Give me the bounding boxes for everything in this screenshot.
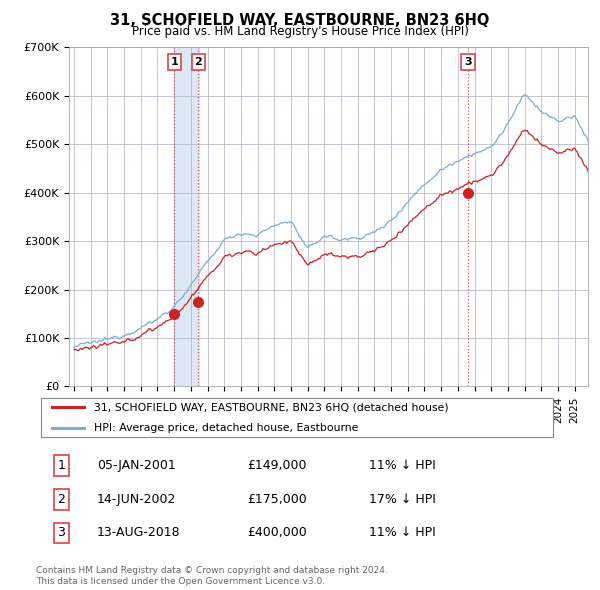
Text: £400,000: £400,000 <box>247 526 307 539</box>
Text: 14-JUN-2002: 14-JUN-2002 <box>97 493 176 506</box>
Text: 13-AUG-2018: 13-AUG-2018 <box>97 526 181 539</box>
Text: 1: 1 <box>58 459 65 472</box>
Text: 31, SCHOFIELD WAY, EASTBOURNE, BN23 6HQ (detached house): 31, SCHOFIELD WAY, EASTBOURNE, BN23 6HQ … <box>94 402 449 412</box>
Text: 2: 2 <box>194 57 202 67</box>
Text: 2: 2 <box>58 493 65 506</box>
Text: 17% ↓ HPI: 17% ↓ HPI <box>368 493 436 506</box>
Text: 1: 1 <box>170 57 178 67</box>
Text: 11% ↓ HPI: 11% ↓ HPI <box>368 459 436 472</box>
Text: Contains HM Land Registry data © Crown copyright and database right 2024.
This d: Contains HM Land Registry data © Crown c… <box>36 566 388 586</box>
Text: 3: 3 <box>464 57 472 67</box>
Text: 3: 3 <box>58 526 65 539</box>
Text: HPI: Average price, detached house, Eastbourne: HPI: Average price, detached house, East… <box>94 422 358 432</box>
Bar <box>174 47 199 386</box>
Text: £149,000: £149,000 <box>247 459 307 472</box>
Text: 11% ↓ HPI: 11% ↓ HPI <box>368 526 436 539</box>
Text: 05-JAN-2001: 05-JAN-2001 <box>97 459 175 472</box>
Text: Price paid vs. HM Land Registry's House Price Index (HPI): Price paid vs. HM Land Registry's House … <box>131 25 469 38</box>
Text: £175,000: £175,000 <box>247 493 307 506</box>
Text: 31, SCHOFIELD WAY, EASTBOURNE, BN23 6HQ: 31, SCHOFIELD WAY, EASTBOURNE, BN23 6HQ <box>110 13 490 28</box>
FancyBboxPatch shape <box>41 398 553 437</box>
